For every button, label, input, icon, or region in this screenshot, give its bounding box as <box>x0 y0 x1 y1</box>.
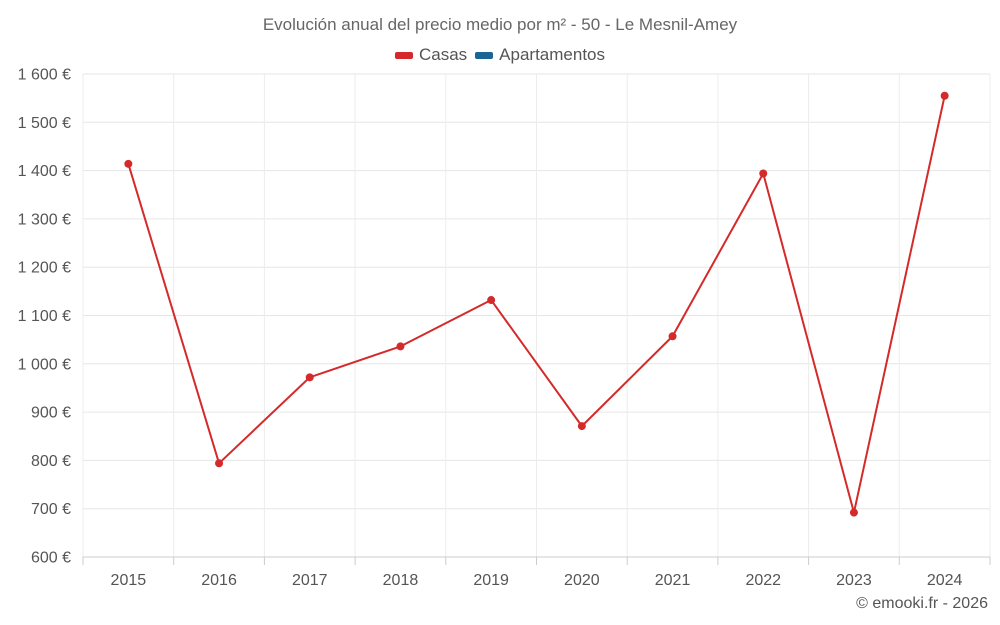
y-tick-label: 700 € <box>31 501 71 518</box>
legend-swatch-casas <box>394 51 413 59</box>
y-tick-label: 1 600 € <box>18 67 71 84</box>
x-tick-label: 2023 <box>836 572 872 589</box>
x-tick-label: 2018 <box>383 572 419 589</box>
data-point-casas-2020[interactable] <box>577 422 586 431</box>
credit-text: © emooki.fr - 2026 <box>856 595 988 612</box>
y-tick-label: 1 200 € <box>18 260 71 277</box>
y-tick-label: 800 € <box>31 453 71 470</box>
y-tick-label: 1 100 € <box>18 308 71 325</box>
y-tick-label: 1 300 € <box>18 211 71 228</box>
data-point-casas-2024[interactable] <box>940 91 949 100</box>
series-layer <box>124 91 949 517</box>
data-point-casas-2015[interactable] <box>124 159 133 168</box>
data-point-casas-2017[interactable] <box>305 373 314 382</box>
x-tick-label: 2016 <box>201 572 237 589</box>
legend-item-casas[interactable]: Casas <box>394 45 468 65</box>
x-tick-label: 2017 <box>292 572 328 589</box>
series-line-casas <box>127 95 946 514</box>
y-tick-label: 900 € <box>31 405 71 422</box>
data-point-casas-2018[interactable] <box>396 342 405 351</box>
x-tick-label: 2020 <box>564 572 600 589</box>
y-tick-label: 1 000 € <box>18 356 71 373</box>
data-point-casas-2019[interactable] <box>487 296 496 305</box>
grid-lines <box>82 73 991 558</box>
y-tick-label: 600 € <box>31 550 71 567</box>
y-tick-label: 1 500 € <box>18 115 71 132</box>
x-tick-label: 2022 <box>745 572 781 589</box>
data-point-casas-2023[interactable] <box>849 508 858 517</box>
x-tick-label: 2019 <box>473 572 509 589</box>
chart-legend: Casas Apartamentos <box>0 45 1000 65</box>
x-tick-label: 2015 <box>111 572 147 589</box>
x-tick-label: 2024 <box>927 572 963 589</box>
data-point-casas-2021[interactable] <box>668 332 677 341</box>
legend-item-apartamentos[interactable]: Apartamentos <box>475 45 605 65</box>
x-tick-label: 2021 <box>655 572 691 589</box>
chart-title: Evolución anual del precio medio por m² … <box>262 15 738 34</box>
data-point-casas-2022[interactable] <box>759 169 768 178</box>
y-tick-label: 1 400 € <box>18 163 71 180</box>
axes: 600 € 700 € 800 € 900 € 1 000 € 1 100 € 1 200 … <box>18 67 991 589</box>
legend-label-apartamentos: Apartamentos <box>499 45 606 64</box>
legend-swatch-apartamentos <box>475 51 494 59</box>
legend-label-casas: Casas <box>418 45 468 64</box>
data-point-casas-2016[interactable] <box>215 459 224 468</box>
